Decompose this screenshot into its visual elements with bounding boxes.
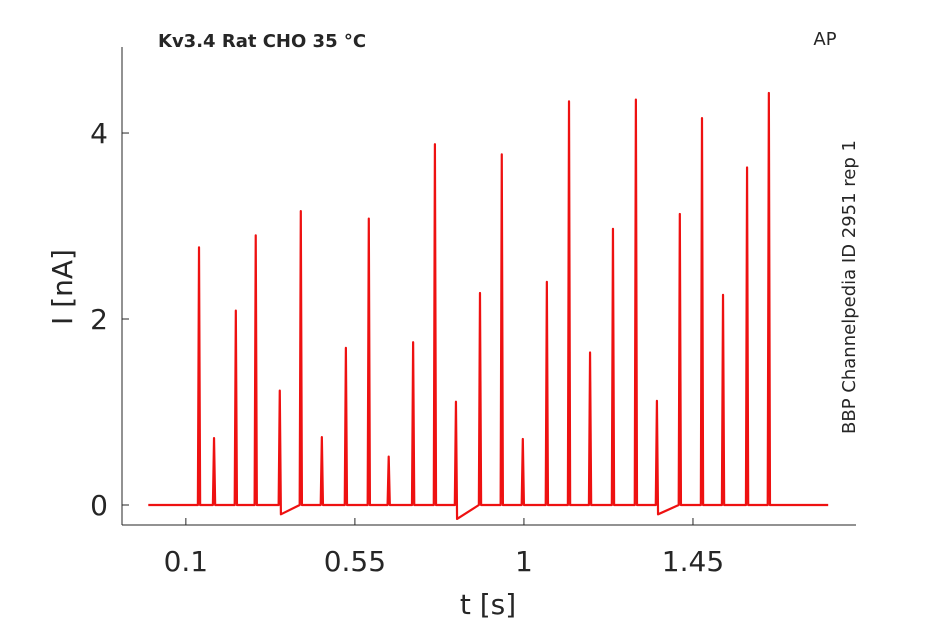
x-tick-label: 1: [515, 545, 533, 578]
y-axis-label: I [nA]: [46, 249, 79, 325]
x-tick-label: 0.55: [324, 545, 386, 578]
y-tick-label: 2: [90, 303, 108, 336]
x-tick-label: 1.45: [662, 545, 724, 578]
y-tick-label: 4: [90, 117, 108, 150]
chart-title: Kv3.4 Rat CHO 35 °C: [158, 31, 366, 52]
x-axis-label: t [s]: [460, 588, 516, 621]
y-tick-label: 0: [90, 489, 108, 522]
corner-label: AP: [813, 29, 836, 50]
x-tick-label: 0.1: [164, 545, 209, 578]
side-label: BBP Channelpedia ID 2951 rep 1: [839, 140, 860, 434]
data-line: [148, 91, 829, 521]
